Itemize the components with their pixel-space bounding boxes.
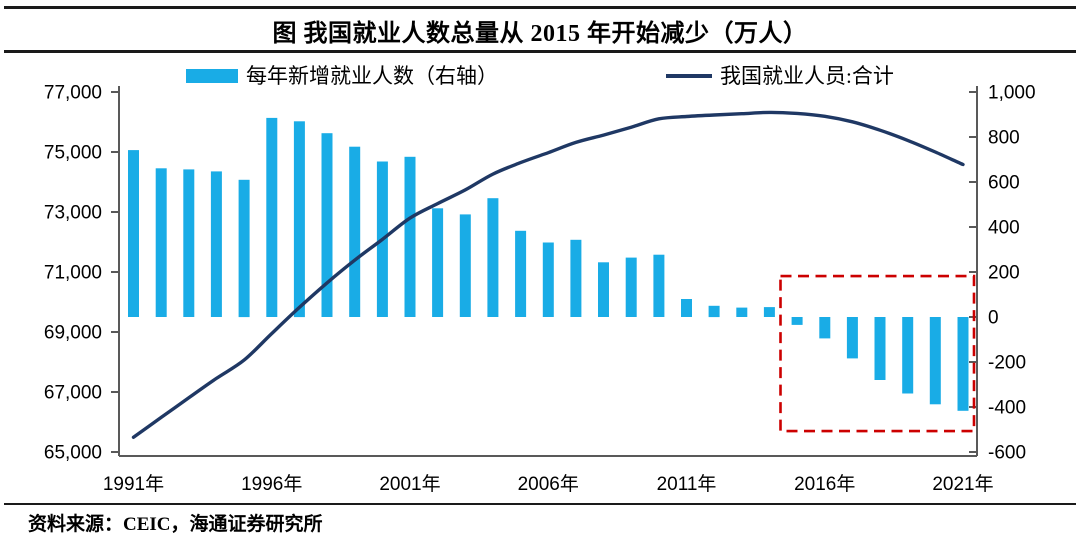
left-axis-label: 69,000 [44, 323, 102, 344]
x-axis-label: 2011年 [657, 473, 717, 495]
left-axis-label: 65,000 [44, 443, 102, 464]
right-axis-label: 0 [988, 308, 999, 329]
bar-1997 [293, 121, 305, 318]
bar-2017 [846, 317, 858, 359]
bar-1996 [266, 117, 278, 318]
x-axis-label: 2021年 [932, 473, 993, 495]
right-axis-label: 1,000 [988, 83, 1036, 104]
bar-2002 [432, 208, 444, 317]
bar-2008 [598, 262, 609, 317]
bar-1992 [155, 168, 167, 317]
left-axis-label: 77,000 [44, 83, 102, 104]
bar-2016 [819, 317, 831, 339]
right-axis-label: 600 [988, 173, 1020, 194]
bar-2004 [487, 198, 499, 317]
right-axis-label: -200 [988, 353, 1026, 374]
bar-2006 [542, 242, 554, 317]
bar-2014 [763, 307, 775, 317]
right-axis-label: 800 [988, 128, 1020, 149]
title-bottom-rule [4, 50, 1076, 53]
bar-1995 [238, 179, 250, 318]
total-employment-line [131, 110, 965, 439]
bar-2013 [736, 307, 748, 317]
x-axis-label: 2006年 [518, 473, 579, 495]
bar-2007 [570, 239, 582, 317]
left-axis-label: 67,000 [44, 383, 102, 404]
top-rule [4, 6, 1076, 9]
bar-2009 [625, 257, 637, 317]
bar-2005 [515, 230, 527, 317]
legend-label-new-employment: 每年新增就业人数（右轴） [246, 64, 498, 88]
bar-1993 [183, 169, 195, 317]
legend-item-total-employment: 我国就业人员:合计 [666, 64, 894, 88]
bar-2001 [404, 156, 416, 317]
bar-2019 [902, 317, 914, 394]
legend-label-total-employment: 我国就业人员:合计 [720, 64, 894, 88]
right-axis-label: -400 [988, 398, 1026, 419]
x-axis-label: 2001年 [379, 473, 440, 495]
bar-1998 [321, 133, 333, 317]
bar-1994 [210, 171, 222, 317]
bar-2003 [459, 214, 471, 317]
legend-item-new-employment: 每年新增就业人数（右轴） [186, 64, 498, 88]
left-axis-label: 71,000 [44, 263, 102, 284]
x-axis-label: 1996年 [241, 473, 302, 495]
figure-title: 图 我国就业人数总量从 2015 年开始减少（万人） [272, 21, 808, 47]
bar-1999 [349, 146, 361, 317]
bar-2021 [957, 317, 969, 411]
source-note: 资料来源：CEIC，海通证券研究所 [28, 514, 323, 535]
bar-2011 [681, 299, 692, 317]
footer-rule [4, 503, 1076, 505]
bar-2020 [929, 317, 941, 405]
bar-series-swatch [186, 69, 238, 83]
line-series-swatch [666, 74, 712, 78]
decline-annotation-box [779, 274, 976, 433]
right-axis-label: 400 [988, 218, 1020, 239]
bar-2012 [708, 305, 720, 318]
bar-2010 [653, 254, 665, 317]
bar-1991 [128, 150, 139, 317]
right-axis-label: -600 [988, 443, 1026, 464]
bar-2018 [874, 317, 886, 380]
bar-2015 [791, 317, 803, 325]
x-axis-label: 1991年 [103, 473, 164, 495]
left-axis-label: 73,000 [44, 203, 102, 224]
x-axis-label: 2016年 [794, 473, 855, 495]
right-axis-label: 200 [988, 263, 1020, 284]
left-axis-label: 75,000 [44, 143, 102, 164]
